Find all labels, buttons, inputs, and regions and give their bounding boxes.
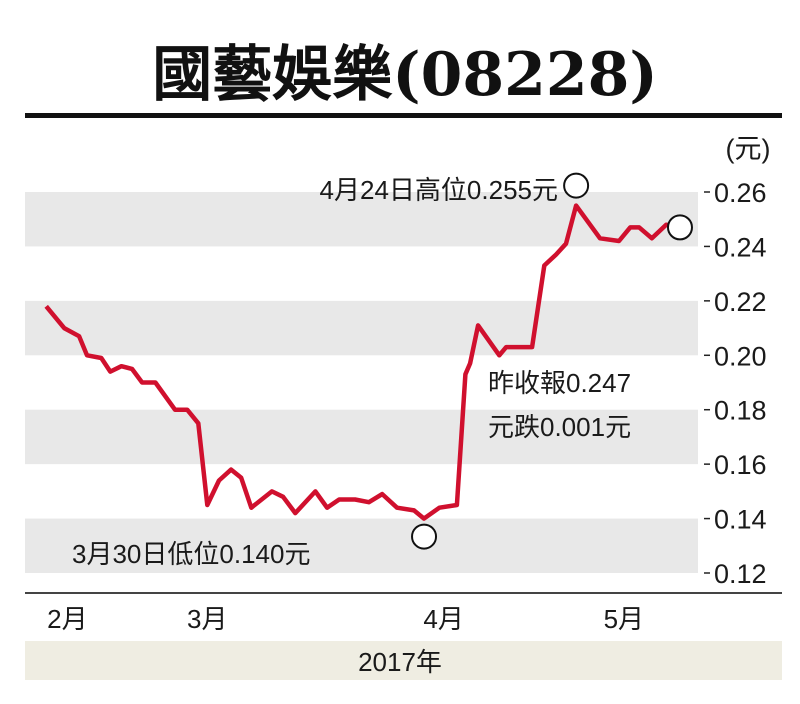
- annotation-last-line1: 昨收報0.247: [488, 368, 631, 398]
- chart-title: 國藝娛樂(08228): [152, 40, 658, 110]
- y-tick-label: 0.20: [714, 341, 767, 371]
- x-tick-label: 5月: [604, 604, 644, 634]
- annotation-marker: [666, 214, 693, 241]
- y-tick-label: 0.16: [714, 450, 767, 480]
- price-line: [44, 203, 681, 521]
- x-tick-label: 2月: [47, 604, 87, 634]
- year-band: [25, 641, 782, 680]
- x-tick-label: 3月: [187, 604, 227, 634]
- x-tick-label: 4月: [423, 604, 463, 634]
- y-tick-label: 0.22: [714, 287, 767, 317]
- title-rule: [25, 113, 782, 118]
- annotation-low: 3月30日低位0.140元: [72, 539, 310, 569]
- year-label: 2017年: [358, 647, 442, 677]
- y-tick-label: 0.26: [714, 178, 767, 208]
- y-tick-label: 0.24: [714, 232, 767, 262]
- y-unit-label: (元): [726, 134, 771, 164]
- y-tick-label: 0.14: [714, 505, 767, 535]
- y-tick-label: 0.18: [714, 396, 767, 426]
- annotation-marker: [411, 523, 438, 550]
- annotation-last-line2: 元跌0.001元: [488, 412, 631, 442]
- y-tick-label: 0.12: [714, 559, 767, 589]
- grid-band: [25, 518, 698, 573]
- grid-band: [25, 409, 698, 465]
- annotation-marker: [563, 172, 590, 199]
- grid-band: [25, 300, 698, 356]
- annotation-high: 4月24日高位0.255元: [320, 175, 558, 205]
